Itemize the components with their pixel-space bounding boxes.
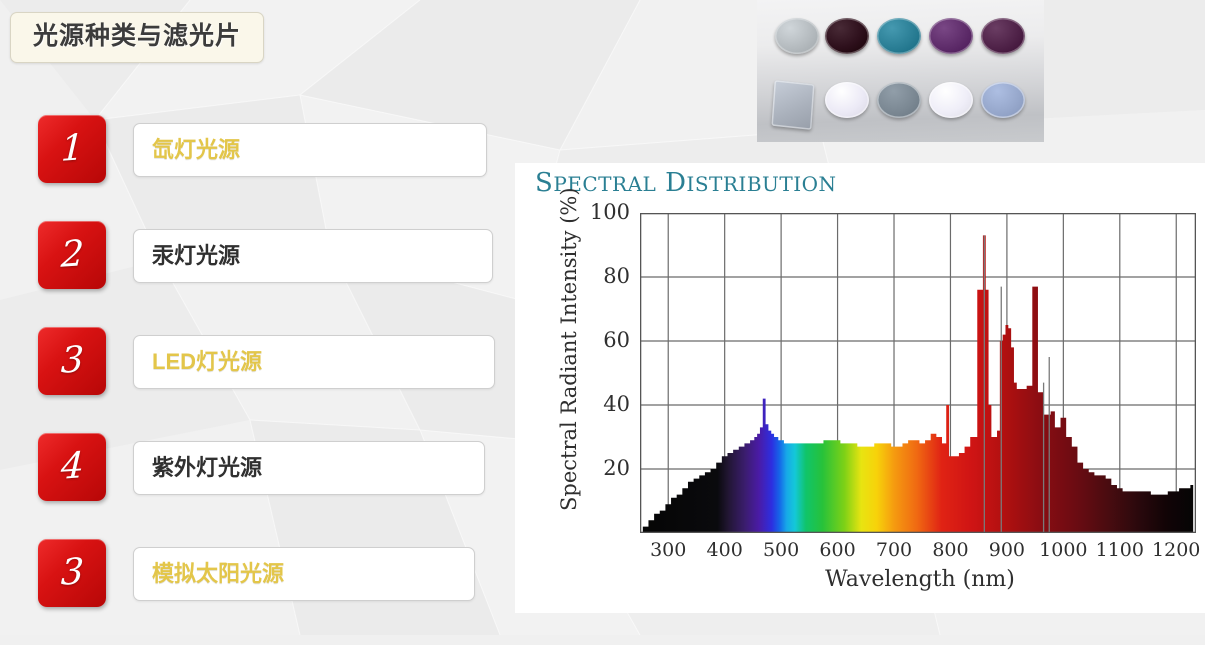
slide-title-chip: 光源种类与滤光片 [10, 12, 265, 63]
list-item-label: 模拟太阳光源 [152, 561, 285, 586]
blue-filter [981, 82, 1025, 118]
list-item-number: 3 [59, 551, 85, 594]
list-item[interactable]: 3 模拟太阳光源 [0, 539, 500, 607]
list-item[interactable]: 1 氙灯光源 [0, 115, 500, 183]
list-item[interactable]: 4 紫外灯光源 [0, 433, 500, 501]
light-source-list: 1 氙灯光源 2 汞灯光源 3 LED灯光源 4 紫外灯光源 3 模拟太阳光源 [0, 115, 500, 645]
list-item-number-badge: 2 [38, 221, 106, 289]
teal-filter [877, 18, 921, 54]
spectral-plot [640, 213, 1196, 533]
list-item-label: 汞灯光源 [152, 243, 241, 268]
optical-filters-photo [757, 0, 1044, 142]
list-item-label: 紫外灯光源 [152, 455, 263, 480]
chart-x-axis-label: Wavelength (nm) [825, 567, 1015, 592]
list-item-label-box[interactable]: 模拟太阳光源 [133, 547, 475, 601]
chart-x-tick-label: 500 [762, 539, 800, 561]
chart-y-tick-label: 80 [603, 264, 630, 288]
list-item-number: 4 [59, 445, 85, 488]
gray-filter [775, 18, 819, 54]
white-filter-1 [825, 82, 869, 118]
chart-x-tick-label: 700 [875, 539, 913, 561]
list-item-label-box[interactable]: 紫外灯光源 [133, 441, 485, 495]
chart-x-tick-label: 400 [706, 539, 743, 561]
chart-y-tick-label: 40 [603, 392, 630, 416]
chart-title: SPECTRAL DISTRIBUTION [535, 168, 837, 198]
list-item-number-badge: 1 [38, 115, 106, 183]
chart-x-tick-label: 1000 [1039, 539, 1088, 561]
list-item[interactable]: 2 汞灯光源 [0, 221, 500, 289]
list-item-number-badge: 3 [38, 327, 106, 395]
chart-y-tick-label: 60 [603, 328, 630, 352]
list-item-number: 1 [59, 127, 85, 170]
chart-x-tick-label: 800 [932, 539, 969, 561]
spectral-area-series [640, 235, 1194, 533]
chart-title-part: ISTRIBUTION [686, 172, 837, 196]
chart-title-part: D [665, 168, 687, 198]
square-plate-filter [771, 80, 815, 130]
list-item-label-box[interactable]: 氙灯光源 [133, 123, 487, 177]
chart-x-tick-label: 600 [819, 539, 856, 561]
list-item[interactable]: 3 LED灯光源 [0, 327, 500, 395]
list-item-label-box[interactable]: LED灯光源 [133, 335, 495, 389]
chart-title-part: S [535, 168, 554, 198]
list-item-number: 2 [59, 233, 85, 276]
chart-x-tick-label: 300 [650, 539, 687, 561]
page-title: 光源种类与滤光片 [33, 22, 242, 50]
list-item-number: 3 [59, 339, 85, 382]
list-item-number-badge: 4 [38, 433, 106, 501]
spectral-distribution-chart-card: SPECTRAL DISTRIBUTION Spectral Radiant I… [515, 163, 1205, 613]
list-item-label-box[interactable]: 汞灯光源 [133, 229, 493, 283]
white-filter-2 [929, 82, 973, 118]
list-item-label: 氙灯光源 [152, 137, 241, 162]
dark-purple-filter [981, 18, 1025, 54]
dark-maroon-filter [825, 18, 869, 54]
chart-x-tick-label: 900 [988, 539, 1026, 561]
purple-filter [929, 18, 973, 54]
list-item-number-badge: 3 [38, 539, 106, 607]
slate-gray-filter [877, 82, 921, 118]
chart-x-tick-label: 1200 [1152, 539, 1201, 561]
chart-x-tick-label: 1100 [1095, 539, 1144, 561]
list-item-label: LED灯光源 [152, 349, 263, 374]
chart-y-tick-label: 20 [603, 456, 630, 480]
chart-title-part: PECTRAL [553, 172, 657, 196]
chart-y-tick-label: 100 [589, 200, 630, 224]
